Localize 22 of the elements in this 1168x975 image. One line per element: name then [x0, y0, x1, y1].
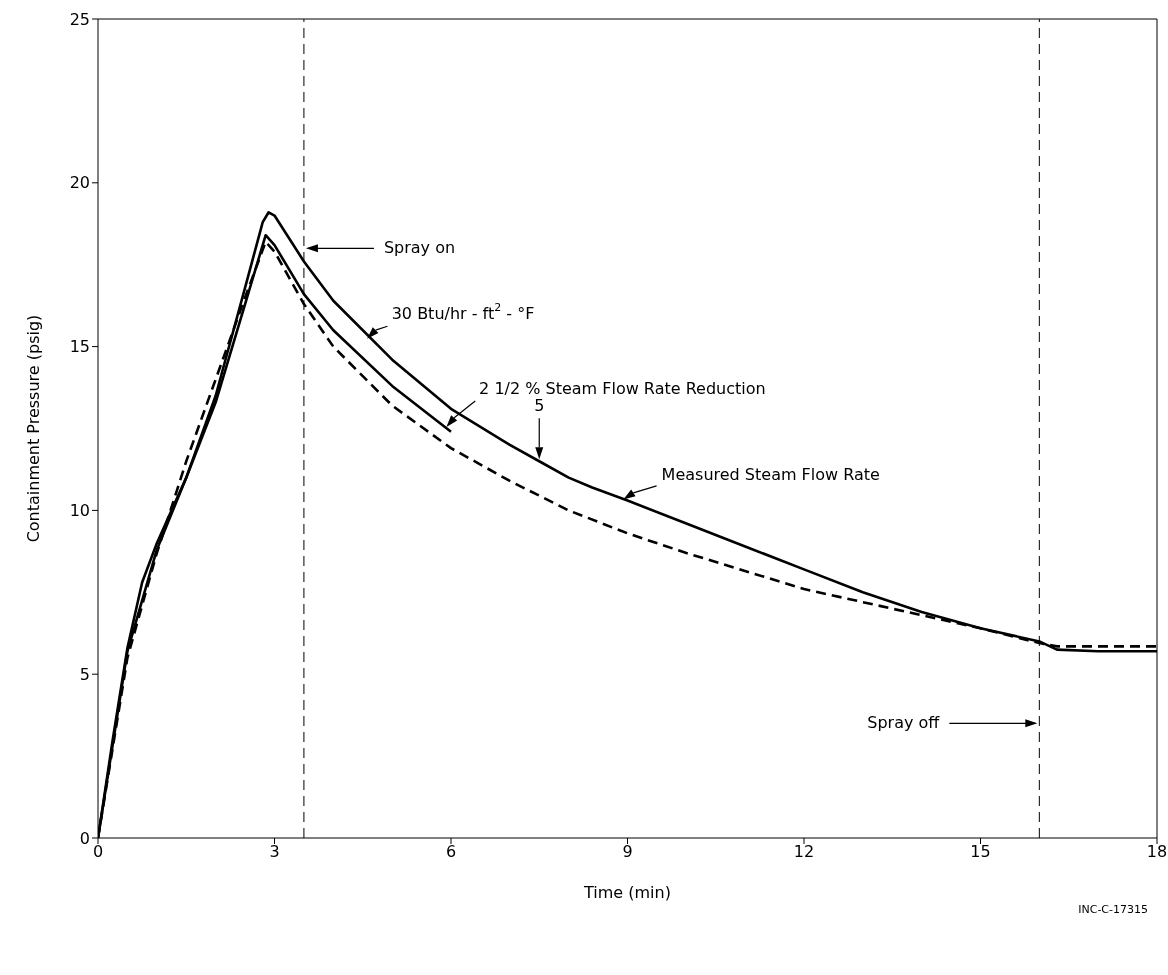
ref-line-label: Spray on — [383, 237, 456, 257]
x-tick-label: 0 — [92, 842, 104, 862]
y-axis-title: Containment Pressure (psig) — [23, 314, 43, 543]
ref-line-label: Spray off — [867, 712, 941, 732]
x-tick-label: 3 — [269, 842, 280, 862]
x-tick-label: 9 — [622, 842, 633, 862]
annotation: 30 Btu/hr - ft$^{2}$ - °F — [391, 300, 535, 323]
annotation: 2 1/2 % Steam Flow Rate Reduction — [479, 378, 766, 397]
y-tick-label: 10 — [69, 501, 90, 521]
x-tick-label: 18 — [1146, 842, 1168, 862]
y-tick-label: 0 — [79, 828, 90, 848]
x-axis-title: Time (min) — [583, 883, 671, 902]
x-tick-label: 12 — [793, 842, 815, 862]
text: INC-C-17315 — [1078, 903, 1148, 916]
x-tick-label: 6 — [445, 842, 457, 862]
y-tick-label: 20 — [69, 173, 90, 193]
x-tick-label: 15 — [970, 842, 991, 862]
annotation: 5 — [534, 395, 545, 415]
y-tick-label: 15 — [69, 337, 90, 357]
y-tick-label: 5 — [79, 664, 90, 684]
y-tick-label: 25 — [69, 9, 90, 29]
annotation: Measured Steam Flow Rate — [661, 464, 880, 484]
